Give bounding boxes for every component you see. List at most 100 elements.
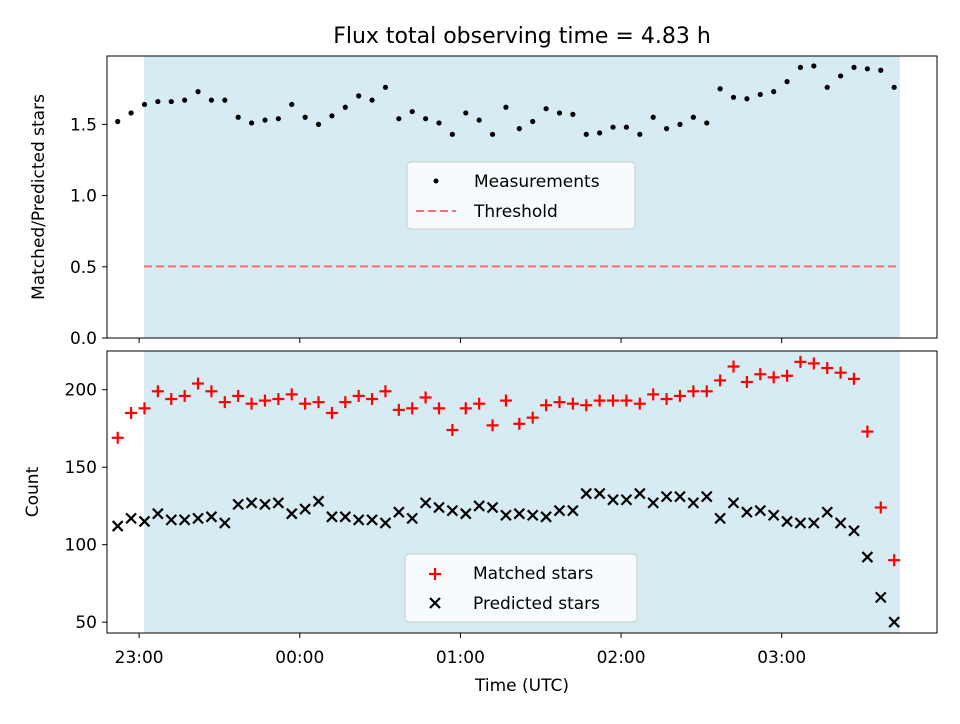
predicted-point xyxy=(634,487,646,500)
predicted-point xyxy=(647,497,659,509)
predicted-point xyxy=(312,495,325,508)
bottom-panel: 50 100 150 200 23:00 00:00 01:00 02:00 03:00 Co… xyxy=(23,350,938,696)
measurement-point xyxy=(168,98,174,105)
top-y-tick-label: 1.0 xyxy=(70,187,97,207)
measurement-point xyxy=(744,96,750,102)
measurement-point xyxy=(396,116,402,122)
predicted-point xyxy=(446,504,459,517)
bottom-y-tick-label: 100 xyxy=(65,536,97,556)
legend-predicted-label: Predicted stars xyxy=(473,594,600,614)
predicted-point xyxy=(754,504,767,517)
measurement-point xyxy=(248,120,255,126)
matched-point xyxy=(526,411,539,424)
matched-point xyxy=(540,399,553,412)
predicted-point xyxy=(553,504,566,517)
measurement-point xyxy=(838,73,844,79)
matched-point xyxy=(165,393,178,406)
predicted-point xyxy=(727,497,740,509)
matched-point xyxy=(566,397,579,410)
predicted-point xyxy=(660,490,673,503)
matched-point xyxy=(861,425,874,438)
matched-point xyxy=(633,397,646,410)
bottom-y-axis: 50 100 150 200 xyxy=(65,381,107,633)
predicted-point xyxy=(152,507,164,520)
measurement-point xyxy=(289,101,295,108)
matched-point xyxy=(151,385,164,398)
top-y-tick-label: 0.5 xyxy=(70,258,97,278)
legend-measurements-marker xyxy=(433,178,439,184)
legend-predicted-marker xyxy=(429,597,441,609)
measurement-point xyxy=(878,67,884,73)
bottom-x-tick-label: 01:00 xyxy=(436,648,485,668)
legend-measurements-label: Measurements xyxy=(474,172,600,192)
matched-point xyxy=(473,397,486,410)
measurement-point xyxy=(195,89,201,95)
matched-point xyxy=(821,362,834,375)
matched-point xyxy=(258,394,271,407)
predicted-point xyxy=(781,515,793,528)
bottom-x-axis-label: Time (UTC) xyxy=(474,676,569,696)
bottom-y-tick-label: 200 xyxy=(65,381,97,401)
legend-matched-marker xyxy=(429,568,441,580)
predicted-point xyxy=(366,514,378,526)
predicted-point xyxy=(259,498,271,511)
bottom-y-tick-label: 50 xyxy=(75,613,97,633)
predicted-point xyxy=(433,501,445,514)
measurement-point xyxy=(864,66,870,72)
matched-point xyxy=(714,374,727,387)
predicted-point xyxy=(245,497,258,509)
matched-point xyxy=(486,419,499,432)
predicted-point xyxy=(808,517,820,529)
predicted-point xyxy=(352,514,365,526)
measurement-point xyxy=(530,118,536,125)
measurement-point xyxy=(704,120,710,126)
predicted-point xyxy=(379,517,392,529)
matched-point xyxy=(807,357,820,370)
top-legend-box xyxy=(406,161,636,230)
matched-point xyxy=(379,385,392,398)
measurement-point xyxy=(449,131,455,137)
top-y-tick-label: 0.0 xyxy=(70,329,97,349)
measurement-point xyxy=(891,84,897,90)
predicted-point xyxy=(593,487,606,500)
bottom-y-axis-label: Count xyxy=(23,466,43,517)
measurement-point xyxy=(222,97,228,103)
matched-point xyxy=(366,393,379,406)
measurement-point xyxy=(650,114,656,120)
measurement-point xyxy=(436,120,442,126)
matched-point xyxy=(553,396,566,409)
matched-point xyxy=(874,501,887,514)
top-plot-frame xyxy=(106,55,938,339)
predicted-point xyxy=(406,512,419,525)
measurement-point xyxy=(784,79,790,85)
measurement-point xyxy=(329,113,335,119)
predicted-point xyxy=(888,616,900,628)
matched-point xyxy=(325,406,338,419)
predicted-point xyxy=(700,490,713,503)
predicted-point xyxy=(111,520,124,532)
matched-point xyxy=(433,402,445,415)
top-chart-title: Flux total observing time = 4.83 h xyxy=(333,24,711,49)
predicted-point xyxy=(741,506,753,518)
matched-point xyxy=(111,431,124,444)
measurement-point xyxy=(423,116,429,122)
matched-point xyxy=(232,389,245,402)
measurement-point xyxy=(717,86,723,92)
measurements-series xyxy=(115,63,897,137)
measurement-point xyxy=(543,106,549,112)
measurement-point xyxy=(757,91,763,98)
bottom-y-tick-label: 150 xyxy=(65,458,97,478)
bottom-legend: Matched stars Predicted stars xyxy=(404,553,638,623)
predicted-point xyxy=(767,509,780,522)
top-y-tick-label: 1.5 xyxy=(70,115,97,135)
matched-point xyxy=(392,403,405,416)
measurement-point xyxy=(597,130,603,136)
matched-point xyxy=(848,372,860,385)
measurement-point xyxy=(409,108,415,115)
measurement-point xyxy=(356,93,362,99)
bottom-legend-box xyxy=(404,553,638,623)
predicted-point xyxy=(232,498,244,511)
matched-point xyxy=(352,389,365,402)
predicted-point xyxy=(272,497,285,509)
